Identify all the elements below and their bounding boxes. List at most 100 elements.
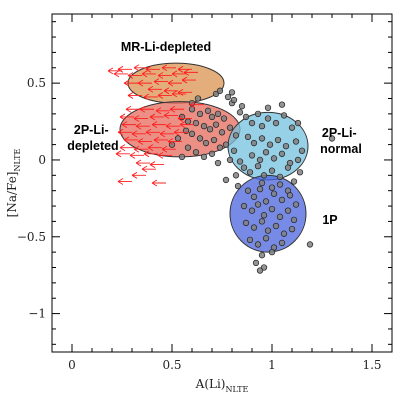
data-point xyxy=(292,138,300,145)
data-point xyxy=(228,89,236,96)
upper-limit-arrow xyxy=(115,150,130,158)
data-point xyxy=(242,219,250,227)
data-point xyxy=(246,169,254,176)
label-mr-li-depleted-line-1: MR-Li-depleted xyxy=(121,40,211,54)
data-point xyxy=(208,113,216,121)
data-point xyxy=(200,123,208,130)
data-point xyxy=(250,224,258,231)
data-point xyxy=(290,216,298,224)
data-point xyxy=(208,150,216,157)
data-point xyxy=(296,169,304,176)
upper-limit-arrow xyxy=(133,64,148,72)
upper-limit-arrow xyxy=(161,145,176,153)
upper-limit-arrow xyxy=(135,159,150,167)
data-point xyxy=(196,110,204,118)
data-point xyxy=(268,167,276,174)
data-point xyxy=(236,109,244,116)
data-point xyxy=(226,124,234,131)
upper-limit-arrow xyxy=(161,64,176,72)
data-point xyxy=(280,230,288,237)
data-point xyxy=(234,182,242,190)
upper-limit-arrow xyxy=(113,70,128,78)
x-axis-label-main: A(Li) xyxy=(195,377,226,391)
label-2p-li-normal: 2P-Li- normal xyxy=(320,126,362,156)
data-point xyxy=(278,150,286,157)
data-point xyxy=(248,207,256,214)
upper-limit-arrow xyxy=(163,112,178,119)
data-point xyxy=(286,192,294,199)
data-point xyxy=(174,135,182,142)
data-point xyxy=(192,149,200,156)
upper-limit-arrow xyxy=(117,65,132,73)
data-point xyxy=(206,126,214,133)
data-point xyxy=(232,172,240,179)
data-point xyxy=(184,118,192,125)
data-point xyxy=(276,181,284,188)
plot-frame xyxy=(51,13,393,353)
data-point xyxy=(274,136,282,144)
upper-limit-arrow xyxy=(143,93,158,101)
data-point xyxy=(192,119,200,127)
ticks-layer: 0 0.5 1 1.5 −1 −0.5 0 0.5 xyxy=(17,14,393,372)
data-point xyxy=(258,218,266,225)
upper-limit-arrow xyxy=(139,105,154,113)
data-point xyxy=(196,135,204,142)
upper-limit-arrow xyxy=(127,92,142,99)
upper-limit-arrow xyxy=(157,92,172,99)
upper-limit-arrow xyxy=(121,121,136,129)
data-point xyxy=(212,121,220,128)
upper-limit-arrow xyxy=(169,105,184,113)
upper-limit-arrow xyxy=(131,171,146,179)
data-point xyxy=(252,259,260,267)
upper-limit-arrow xyxy=(171,70,186,78)
data-point xyxy=(248,119,256,127)
upper-limit-arrow xyxy=(149,161,164,168)
upper-limit-arrow xyxy=(167,138,182,145)
upper-limit-arrow xyxy=(147,144,162,152)
data-point xyxy=(230,96,238,104)
y-tick-label: −1 xyxy=(28,307,46,321)
y-axis-label-sub: NLTE xyxy=(13,149,22,172)
upper-limit-arrow xyxy=(167,79,182,87)
data-point xyxy=(264,104,272,111)
data-point xyxy=(230,147,238,154)
label-2p-li-depleted: 2P-Li- depleted xyxy=(67,123,118,153)
data-point xyxy=(238,103,246,110)
upper-limit-arrow xyxy=(137,79,152,87)
data-point xyxy=(240,202,248,210)
points-layer xyxy=(168,87,336,274)
data-point xyxy=(264,227,272,234)
data-point xyxy=(258,123,266,130)
y-tick-label: −0.5 xyxy=(17,230,46,244)
data-point xyxy=(254,201,262,208)
label-1p: 1P xyxy=(322,213,337,227)
data-point xyxy=(210,136,218,144)
data-point xyxy=(242,113,250,121)
data-point xyxy=(188,130,196,137)
data-point xyxy=(204,107,212,114)
upper-limit-arrow xyxy=(117,178,132,185)
data-point xyxy=(256,156,264,164)
upper-limit-arrow xyxy=(117,128,132,136)
label-2p-li-depleted-line-2: depleted xyxy=(67,139,118,153)
data-point xyxy=(284,207,292,214)
data-point xyxy=(256,185,264,193)
data-point xyxy=(270,155,278,162)
data-point xyxy=(278,101,286,108)
data-point xyxy=(284,164,292,171)
upper-limit-arrow xyxy=(153,78,168,85)
y-axis-label-main: [Na/Fe] xyxy=(5,172,19,218)
y-tick-label: 0.5 xyxy=(27,76,46,90)
upper-limit-arrow xyxy=(147,85,162,93)
upper-limit-arrow xyxy=(129,151,144,159)
data-point xyxy=(202,139,210,147)
data-point xyxy=(256,267,264,274)
upper-limit-arrow xyxy=(165,122,180,130)
data-point xyxy=(278,239,286,247)
data-point xyxy=(258,135,266,142)
upper-limit-arrow xyxy=(133,115,148,122)
upper-limit-arrow xyxy=(177,115,192,122)
upper-limit-arrow xyxy=(119,113,134,121)
upper-limit-arrow xyxy=(171,90,186,98)
y-axis-label: [Na/Fe]NLTE xyxy=(5,149,22,218)
